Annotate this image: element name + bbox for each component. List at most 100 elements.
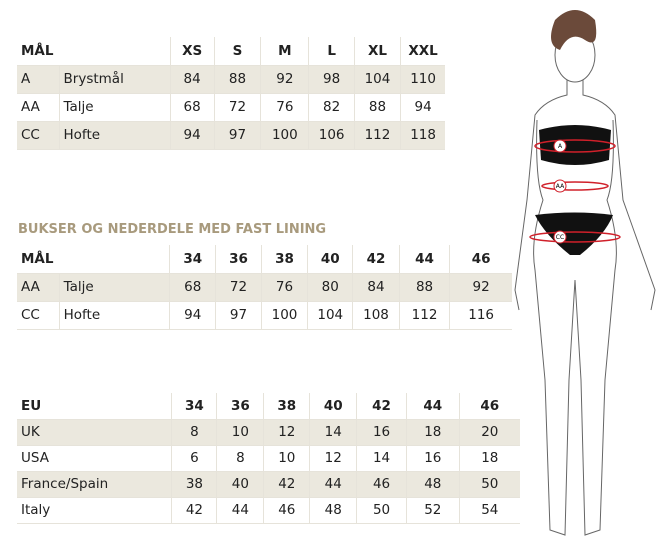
table-cell: XXL (400, 37, 445, 65)
table-cell: 84 (352, 273, 400, 301)
table-cell: 34 (171, 393, 217, 419)
table-cell: 94 (400, 93, 445, 121)
table-row: AA Talje 68 72 76 80 84 88 92 (17, 273, 512, 301)
table-cell: 42 (263, 471, 310, 497)
table-cell: 116 (449, 301, 512, 329)
table-cell: 82 (308, 93, 355, 121)
table-cell: 18 (405, 419, 460, 445)
table-cell: XS (169, 37, 215, 65)
table-cell: 16 (356, 419, 407, 445)
table-cell: 10 (216, 419, 264, 445)
table-cell: Hofte (58, 301, 170, 329)
table-cell: 40 (307, 245, 353, 273)
table-cell: 42 (171, 497, 217, 523)
table-row: France/Spain 38 40 42 44 46 48 50 (17, 471, 520, 497)
table-cell: 94 (169, 121, 215, 149)
table-cell: 54 (458, 497, 520, 523)
table-cell: 88 (398, 273, 450, 301)
table-cell: 38 (171, 471, 217, 497)
table-cell: 104 (307, 301, 353, 329)
table-cell: 94 (169, 301, 216, 329)
table-cell: 76 (260, 93, 309, 121)
table-cell: 46 (458, 393, 520, 419)
table-cell: 46 (356, 471, 407, 497)
table-cell: XL (353, 37, 401, 65)
table-cell: AA (21, 99, 40, 115)
table-cell: 104 (353, 65, 401, 93)
table-cell: 44 (216, 497, 264, 523)
table-cell: 100 (260, 121, 309, 149)
marker-cc: CC (556, 234, 564, 241)
table-cell: 68 (169, 273, 216, 301)
table-cell: 100 (260, 301, 308, 329)
table-cell: 68 (169, 93, 215, 121)
table-cell: 42 (356, 393, 407, 419)
table-cell: 40 (216, 471, 264, 497)
table-cell: 20 (458, 419, 520, 445)
table-cell: 38 (263, 393, 310, 419)
table-cell: 12 (263, 419, 310, 445)
table-row: AA Talje 68 72 76 82 88 94 (17, 93, 445, 121)
table-row: UK 8 10 12 14 16 18 20 (17, 419, 520, 445)
table-cell (59, 245, 169, 273)
table-row: Italy 42 44 46 48 50 52 54 (17, 497, 520, 523)
table-cell: 10 (263, 445, 310, 471)
table-cell: 97 (213, 121, 261, 149)
table-cell: 46 (263, 497, 310, 523)
table-cell: MÅL (21, 250, 54, 267)
marker-a: A (558, 143, 563, 150)
table-cell: 36 (215, 245, 262, 273)
table-cell: 48 (405, 471, 460, 497)
table-cell: 50 (356, 497, 407, 523)
table-cell: France/Spain (17, 471, 172, 497)
table-cell: 48 (309, 497, 357, 523)
header-row: MÅL XS S M L XL XXL (17, 37, 445, 65)
table-cell: 72 (215, 273, 262, 301)
table-cell: 38 (260, 245, 308, 273)
table-cell: 6 (171, 445, 217, 471)
table-cell: 88 (353, 93, 401, 121)
table-cell: 84 (169, 65, 215, 93)
table-cell: Talje (58, 273, 170, 301)
size-table-general: MÅL XS S M L XL XXL A Brystmål 84 88 92 98 104 110 AA Ta… (17, 37, 445, 150)
table-cell: 16 (405, 445, 460, 471)
table-row: CC Hofte 94 97 100 106 112 118 (17, 121, 445, 149)
header-row: MÅL 34 36 38 40 42 44 46 (17, 245, 512, 273)
table-cell: 14 (309, 419, 357, 445)
table-cell: Hofte (58, 121, 171, 149)
table-cell: Talje (58, 93, 171, 121)
table-cell: 92 (260, 65, 309, 93)
table-cell: 12 (309, 445, 357, 471)
table-cell: S (213, 37, 261, 65)
table-cell: Brystmål (58, 65, 171, 93)
table-cell: 112 (353, 121, 401, 149)
table-cell: 110 (400, 65, 445, 93)
marker-aa: AA (556, 183, 565, 190)
table-row: CC Hofte 94 97 100 104 108 112 116 (17, 301, 512, 329)
table-cell: 34 (169, 245, 216, 273)
table-cell (59, 37, 170, 65)
table-cell: 108 (352, 301, 400, 329)
table-cell: 106 (308, 121, 355, 149)
table-cell: M (260, 37, 309, 65)
table-row: A Brystmål 84 88 92 98 104 110 (17, 65, 445, 93)
table-cell: 44 (309, 471, 357, 497)
table-cell: CC (17, 121, 60, 149)
table-cell: 98 (308, 65, 355, 93)
header-row: EU 34 36 38 40 42 44 46 (17, 393, 520, 419)
table-cell: 46 (449, 245, 512, 273)
table-cell: A (17, 65, 60, 93)
table-cell: 8 (171, 419, 217, 445)
table-cell: AA (17, 273, 60, 301)
table-cell: 72 (213, 93, 261, 121)
table-cell: 88 (213, 65, 261, 93)
table-cell: CC (21, 307, 40, 323)
table-cell: 76 (260, 273, 308, 301)
table-cell: 44 (398, 245, 450, 273)
table-cell: UK (17, 419, 172, 445)
table-cell: 92 (449, 273, 512, 301)
body-measurement-figure: A AA CC (514, 10, 656, 536)
section-title: BUKSER OG NEDERDELE MED FAST LINING (18, 222, 327, 237)
table-cell: 112 (398, 301, 450, 329)
table-cell: USA (21, 450, 49, 466)
